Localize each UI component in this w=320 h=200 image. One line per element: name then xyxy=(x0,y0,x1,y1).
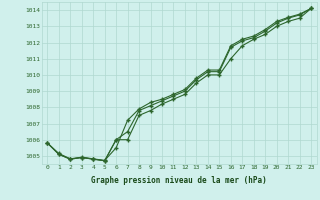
X-axis label: Graphe pression niveau de la mer (hPa): Graphe pression niveau de la mer (hPa) xyxy=(91,176,267,185)
